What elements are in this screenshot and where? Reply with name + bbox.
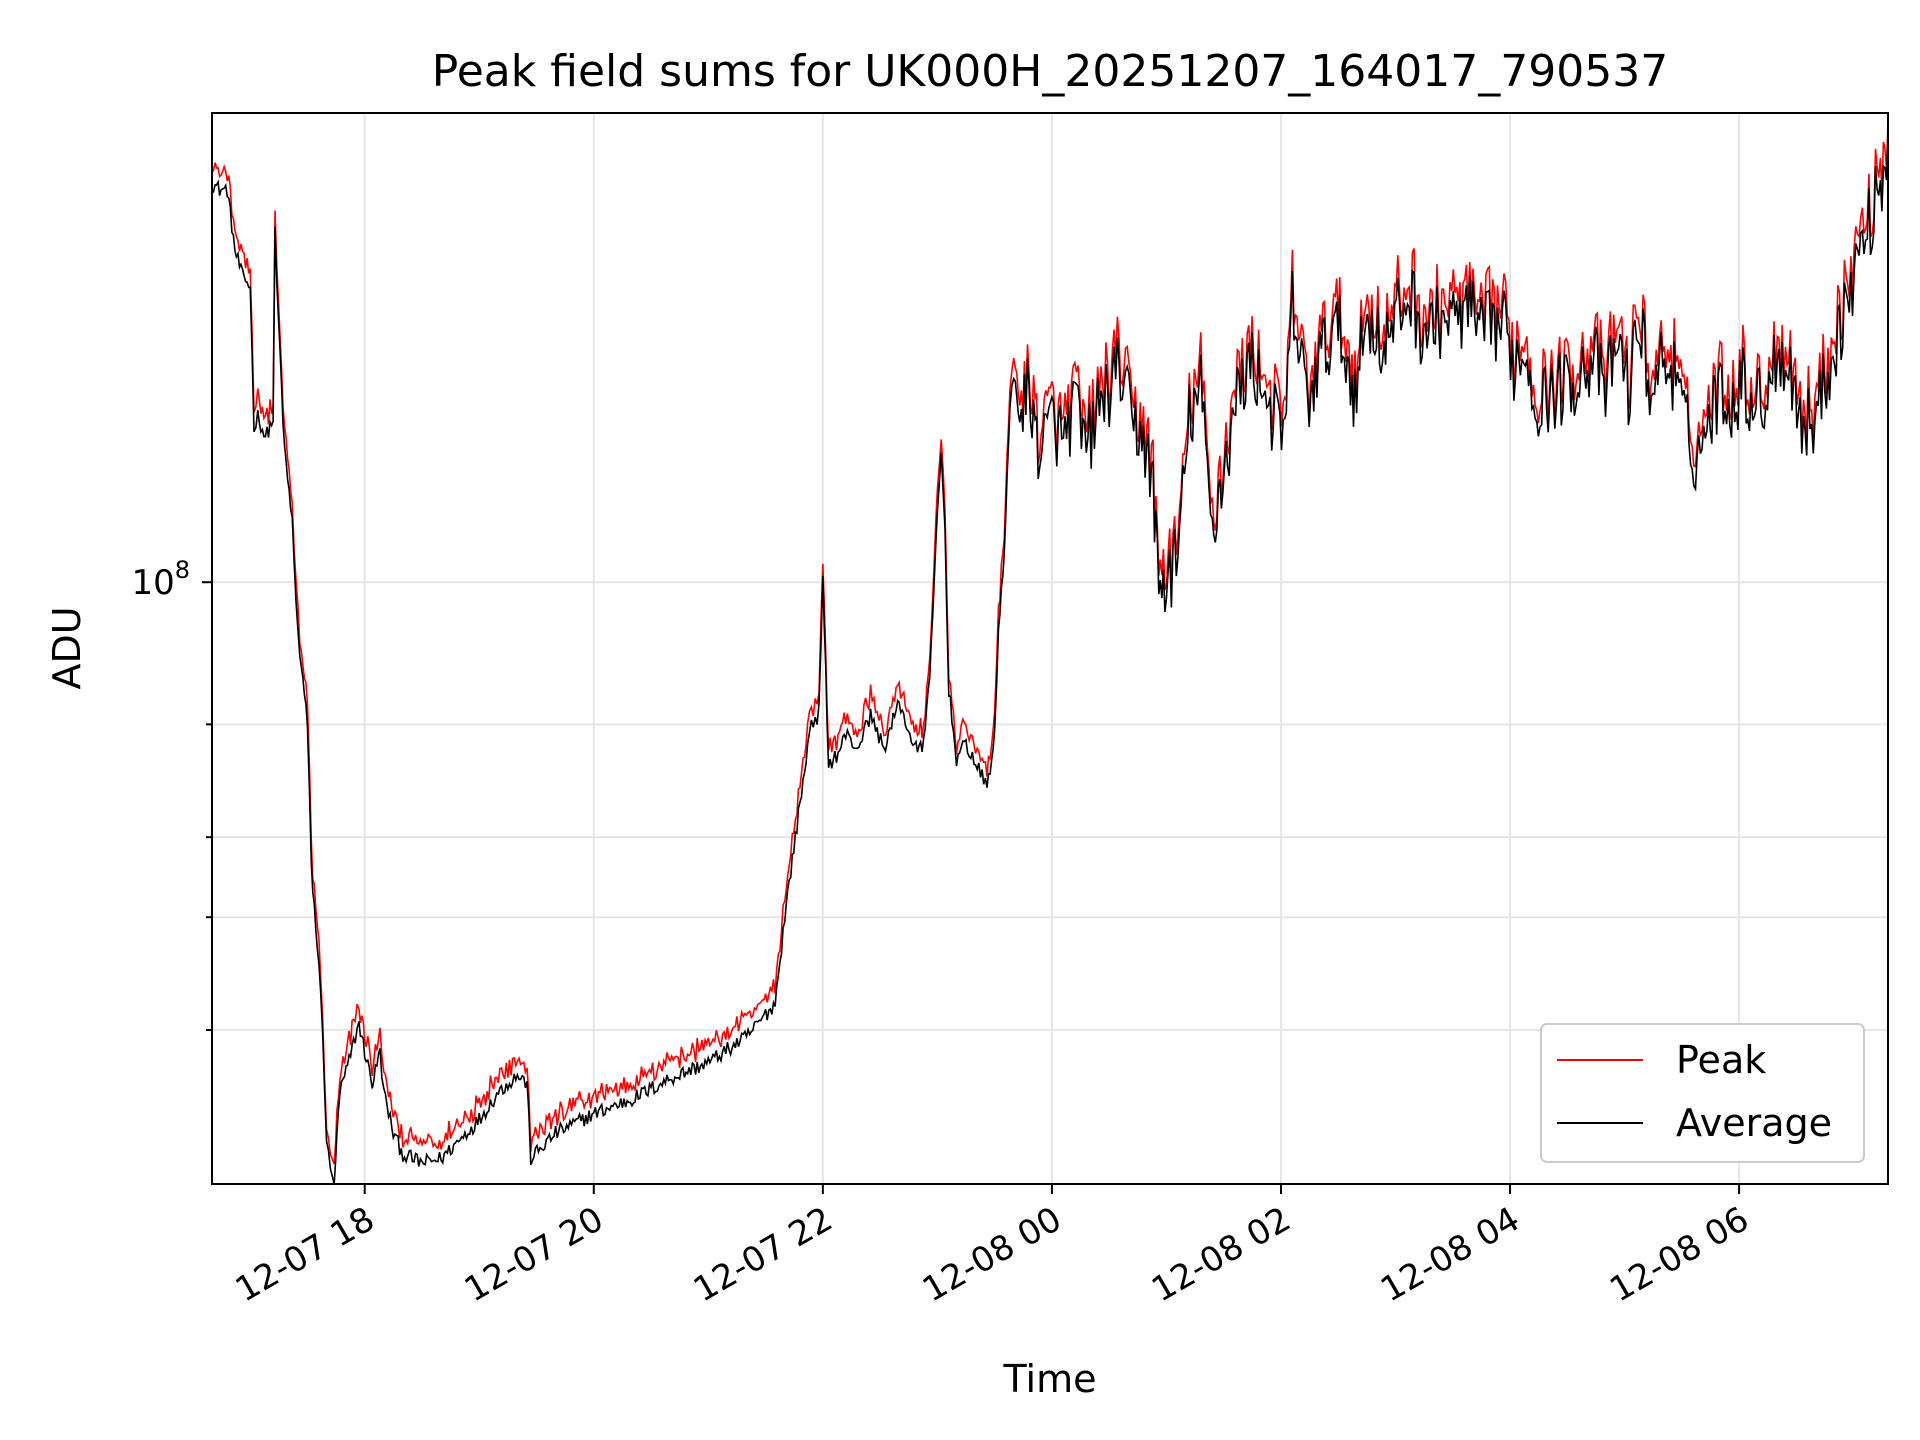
y-axis-label: ADU bbox=[45, 606, 89, 689]
chart-title: Peak field sums for UK000H_20251207_1640… bbox=[432, 46, 1668, 97]
y-tick-label: 108 bbox=[131, 556, 190, 603]
legend-label-peak: Peak bbox=[1676, 1038, 1766, 1082]
legend: Peak Average bbox=[1540, 1023, 1865, 1163]
legend-label-average: Average bbox=[1676, 1101, 1832, 1145]
legend-box bbox=[1540, 1023, 1865, 1163]
grid bbox=[212, 113, 1888, 1184]
series-line-average bbox=[211, 134, 1889, 1185]
plot-frame bbox=[211, 112, 1889, 1185]
series-lines bbox=[211, 123, 1889, 1185]
x-axis-label: Time bbox=[1003, 1357, 1097, 1401]
series-line-peak bbox=[211, 123, 1889, 1165]
